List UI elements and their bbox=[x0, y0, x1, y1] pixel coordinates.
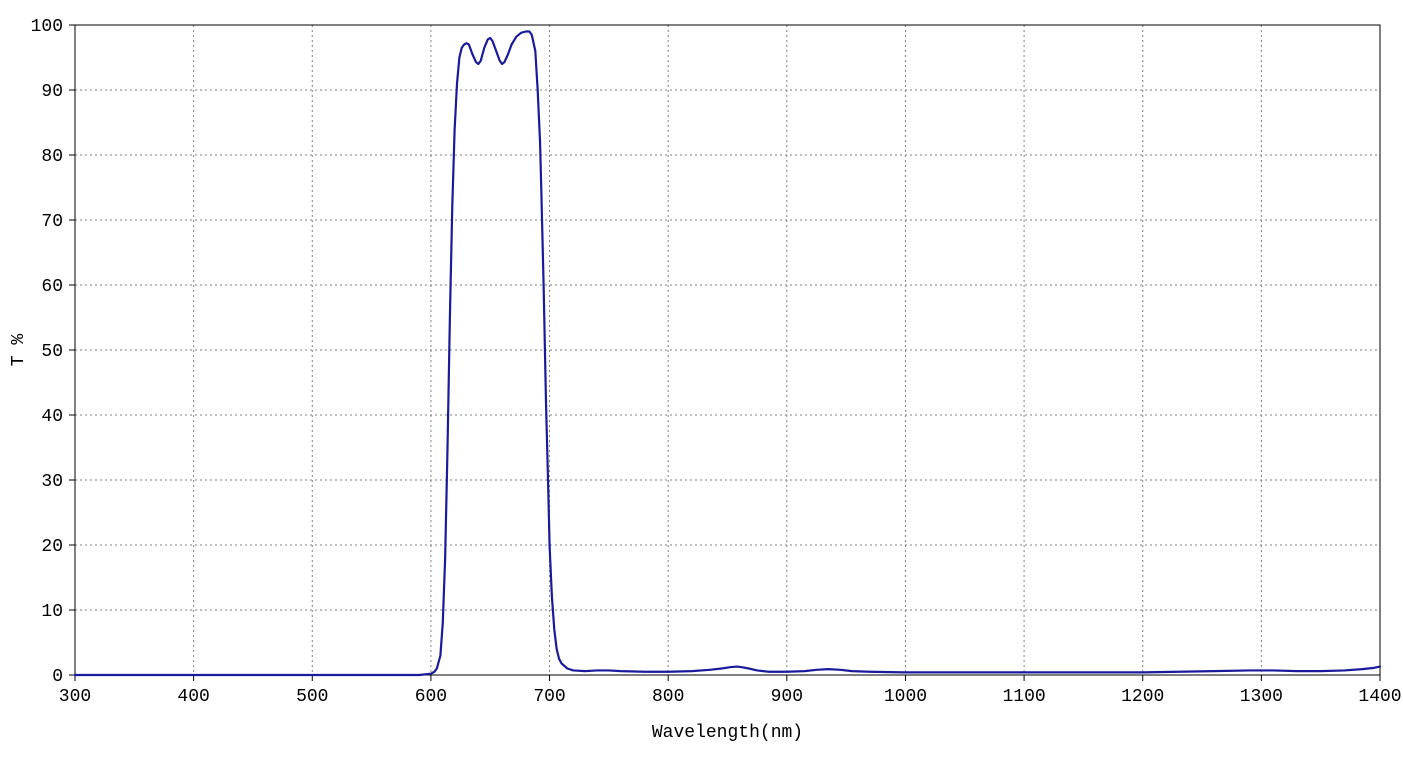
y-tick-label: 100 bbox=[31, 17, 63, 37]
y-tick-label: 0 bbox=[52, 667, 63, 687]
y-tick-label: 80 bbox=[41, 147, 63, 167]
x-tick-label: 400 bbox=[177, 687, 209, 707]
y-tick-label: 20 bbox=[41, 537, 63, 557]
x-tick-label: 600 bbox=[415, 687, 447, 707]
x-tick-label: 1000 bbox=[884, 687, 927, 707]
x-tick-label: 1100 bbox=[1002, 687, 1045, 707]
y-tick-label: 70 bbox=[41, 212, 63, 232]
x-tick-label: 500 bbox=[296, 687, 328, 707]
y-tick-label: 90 bbox=[41, 82, 63, 102]
x-tick-label: 300 bbox=[59, 687, 91, 707]
x-tick-label: 1200 bbox=[1121, 687, 1164, 707]
x-tick-label: 800 bbox=[652, 687, 684, 707]
x-tick-label: 700 bbox=[533, 687, 565, 707]
x-tick-label: 1300 bbox=[1240, 687, 1283, 707]
x-tick-label: 900 bbox=[771, 687, 803, 707]
x-axis-label: Wavelength(nm) bbox=[652, 723, 803, 743]
y-tick-label: 10 bbox=[41, 602, 63, 622]
y-tick-label: 60 bbox=[41, 277, 63, 297]
y-tick-label: 50 bbox=[41, 342, 63, 362]
transmittance-chart: 3004005006007008009001000110012001300140… bbox=[0, 0, 1403, 775]
x-tick-label: 1400 bbox=[1358, 687, 1401, 707]
y-tick-label: 40 bbox=[41, 407, 63, 427]
y-axis-label: T % bbox=[9, 334, 29, 367]
y-tick-label: 30 bbox=[41, 472, 63, 492]
